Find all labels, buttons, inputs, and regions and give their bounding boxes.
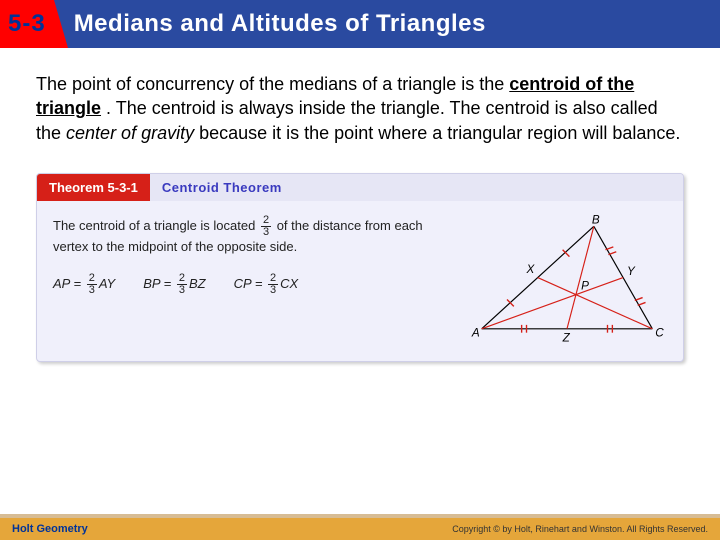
slide-title: Medians and Altitudes of Triangles [54,0,720,48]
label-b: B [592,215,600,226]
theorem-figure: A B C X Y Z P [467,215,667,345]
label-c: C [655,326,664,339]
footer-brand: Holt Geometry [12,523,88,535]
triangle-diagram: A B C X Y Z P [467,215,667,345]
label-y: Y [627,265,636,278]
theorem-content: The centroid of a triangle is located 23… [37,201,683,361]
footer-copyright: Copyright © by Holt, Rinehart and Winsto… [452,524,708,534]
body-text-post: because it is the point where a triangul… [194,123,680,143]
body-text-pre: The point of concurrency of the medians … [36,74,509,94]
formula-cp: CP = 23CX [234,273,299,296]
label-x: X [526,263,536,276]
theorem-desc-pre: The centroid of a triangle is located [53,218,259,233]
theorem-formulas: AP = 23AY BP = 23BZ CP = 23CX [53,273,457,296]
theorem-description: The centroid of a triangle is located 23… [53,215,457,256]
theorem-title: Centroid Theorem [150,174,683,201]
label-z: Z [562,331,571,344]
body-paragraph: The point of concurrency of the medians … [0,48,720,165]
italic-term: center of gravity [66,123,194,143]
fraction-two-thirds: 23 [261,215,271,238]
label-p: P [581,280,589,293]
slide-header: 5-3 Medians and Altitudes of Triangles [0,0,720,48]
slide-footer: Holt Geometry Copyright © by Holt, Rineh… [0,518,720,540]
theorem-header: Theorem 5-3-1 Centroid Theorem [37,174,683,201]
formula-ap: AP = 23AY [53,273,115,296]
formula-bp: BP = 23BZ [143,273,205,296]
theorem-badge: Theorem 5-3-1 [37,174,150,201]
section-badge: 5-3 [0,0,54,48]
label-a: A [471,326,480,339]
theorem-text-column: The centroid of a triangle is located 23… [53,215,457,345]
theorem-box: Theorem 5-3-1 Centroid Theorem The centr… [36,173,684,362]
section-number: 5-3 [8,10,46,38]
